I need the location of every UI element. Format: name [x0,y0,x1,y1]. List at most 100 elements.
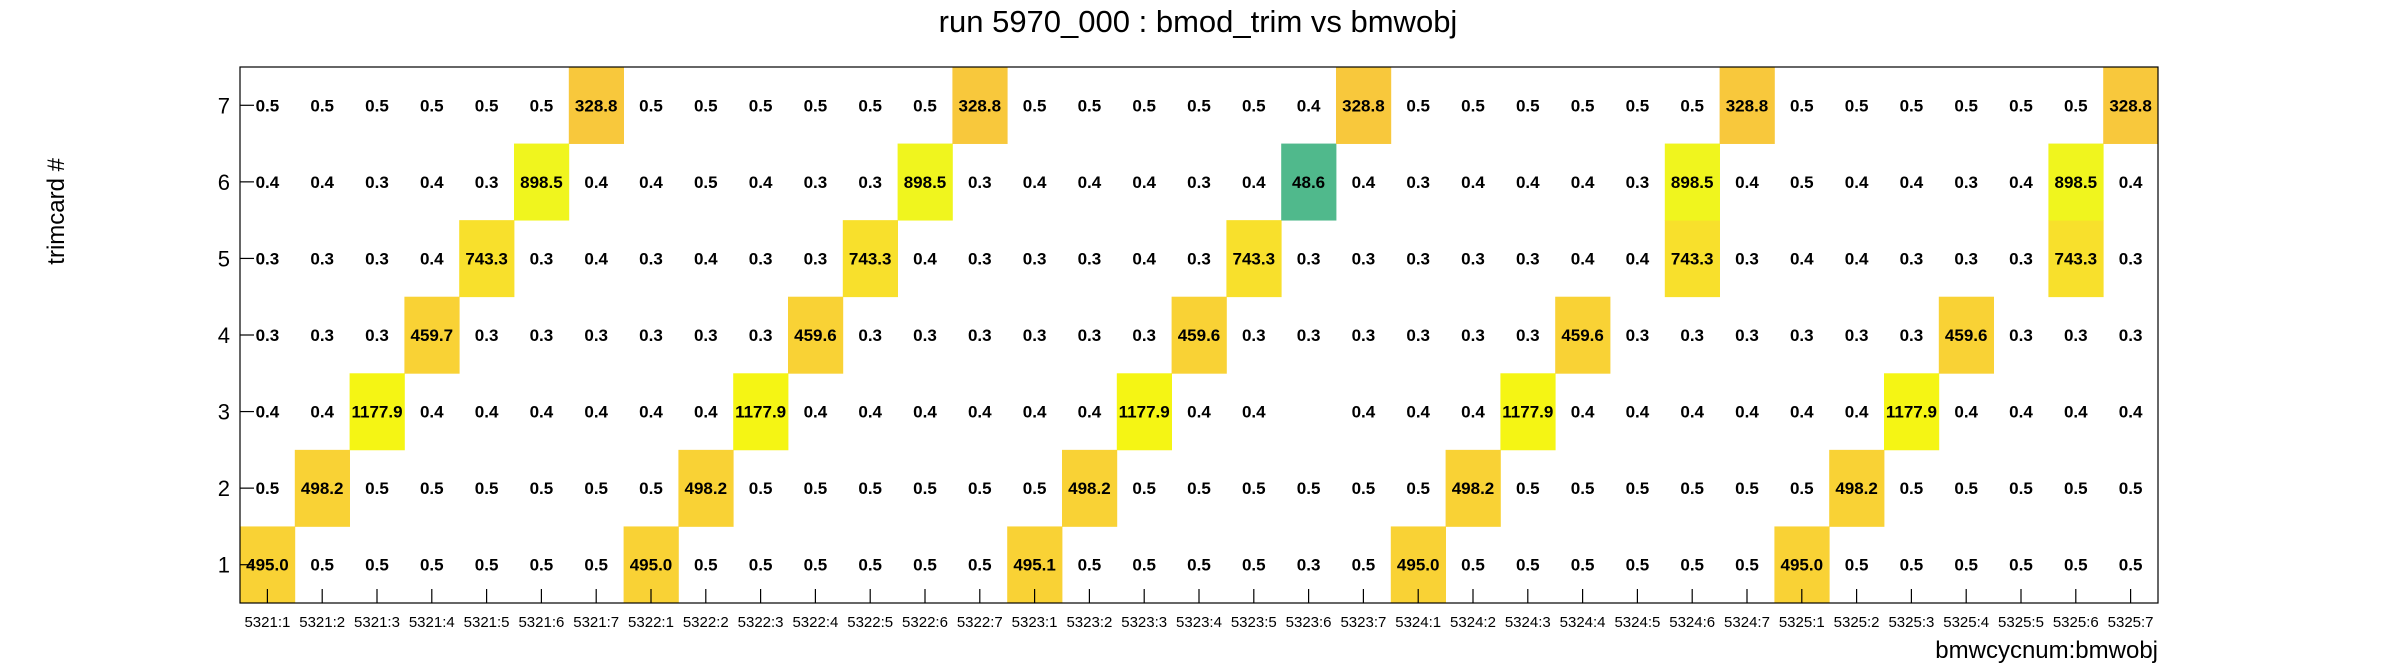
heatmap-cell [514,143,570,221]
cell-value-label: 0.5 [1461,556,1485,575]
cell-value-label: 0.3 [1078,249,1102,268]
cell-value-label: 0.5 [1297,479,1321,498]
cell-value-label: 0.4 [1845,249,1869,268]
x-axis-title: bmwcycnum:bmwobj [1935,637,2158,664]
cell-value-label: 0.5 [1571,96,1595,115]
cell-value-label: 0.3 [365,173,389,192]
cell-value-label: 743.3 [849,249,892,268]
cell-value-label: 0.5 [1516,556,1540,575]
cell-value-label: 0.5 [530,556,554,575]
cell-value-label: 328.8 [2109,96,2152,115]
cell-value-label: 0.3 [1406,249,1430,268]
x-tick-label: 5322:3 [738,614,784,631]
cell-value-label: 498.2 [1835,479,1878,498]
cell-value-label: 743.3 [465,249,508,268]
cell-value-label: 0.4 [310,403,334,422]
cell-value-label: 0.3 [1406,326,1430,345]
cell-value-label: 0.4 [584,403,608,422]
cell-value-label: 0.5 [1626,479,1650,498]
cell-value-label: 0.5 [1900,479,1924,498]
cell-value-label: 0.5 [530,96,554,115]
cell-value-label: 459.6 [1561,326,1604,345]
cell-value-label: 0.4 [256,403,280,422]
cell-value-label: 0.3 [1078,326,1102,345]
cell-value-label: 0.5 [2009,96,2033,115]
x-tick-label: 5323:2 [1066,614,1112,631]
cell-value-label: 0.5 [1790,96,1814,115]
cell-value-label: 0.5 [1187,556,1211,575]
cell-value-label: 0.4 [1735,173,1759,192]
cell-value-label: 0.5 [1461,96,1485,115]
cell-value-label: 0.4 [1461,173,1485,192]
cell-value-label: 0.3 [749,326,773,345]
cell-value-label: 0.4 [1132,173,1156,192]
cell-value-label: 495.1 [1013,556,1056,575]
cell-value-label: 0.5 [1078,96,1102,115]
x-tick-label: 5321:6 [518,614,564,631]
cell-value-label: 0.4 [1845,403,1869,422]
x-tick-label: 5323:6 [1286,614,1332,631]
y-tick-label: 7 [218,93,230,118]
cell-value-label: 459.6 [794,326,837,345]
cell-value-label: 0.5 [1735,556,1759,575]
cell-value-label: 0.5 [1680,479,1704,498]
cell-value-label: 0.3 [530,326,554,345]
x-tick-label: 5323:7 [1340,614,1386,631]
cell-value-label: 0.5 [365,479,389,498]
cell-value-label: 0.5 [694,556,718,575]
cell-value-label: 0.5 [420,479,444,498]
cell-value-label: 0.5 [1187,479,1211,498]
cell-value-label: 0.4 [1680,403,1704,422]
cell-value-label: 0.4 [1297,96,1321,115]
cell-value-label: 459.6 [1178,326,1221,345]
cell-value-label: 0.5 [1735,479,1759,498]
cell-value-label: 0.5 [1078,556,1102,575]
cell-value-label: 0.5 [1187,96,1211,115]
x-axis: 5321:1 5321:2 5321:3 5321:4 5321:5 5321:6 5321… [244,589,2154,631]
x-tick-label: 5324:7 [1724,614,1770,631]
x-tick-label: 5325:5 [1998,614,2044,631]
cell-value-label: 0.5 [256,96,280,115]
cell-value-label: 459.7 [411,326,454,345]
cell-value-label: 0.5 [749,96,773,115]
cell-value-label: 0.5 [1132,479,1156,498]
cell-value-label: 0.4 [804,403,828,422]
cell-value-label: 0.3 [1297,249,1321,268]
cell-value-label: 0.5 [913,479,937,498]
cell-value-label: 0.5 [1954,556,1978,575]
cell-value-label: 0.5 [1023,479,1047,498]
cell-value-label: 0.4 [1571,403,1595,422]
cell-value-label: 0.3 [256,249,280,268]
heatmap-cell [842,220,898,298]
cell-value-label: 0.3 [1680,326,1704,345]
x-tick-label: 5322:6 [902,614,948,631]
cell-value-label: 0.5 [256,479,280,498]
cell-value-label: 0.3 [1626,173,1650,192]
cell-value-label: 0.3 [804,173,828,192]
cell-value-label: 0.5 [804,479,828,498]
cell-value-label: 898.5 [520,173,563,192]
cell-value-label: 0.3 [365,249,389,268]
cell-value-label: 0.3 [2009,326,2033,345]
cell-value-label: 0.4 [584,249,608,268]
cell-value-label: 0.5 [310,96,334,115]
cell-value-label: 0.3 [2119,326,2143,345]
cell-value-label: 0.5 [913,556,937,575]
heatmap-cell [294,449,350,527]
cell-value-label: 0.4 [1023,403,1047,422]
cell-value-label: 0.5 [584,479,608,498]
cell-value-label: 0.3 [2119,249,2143,268]
heatmap-cell [1116,373,1172,451]
cell-value-label: 0.4 [2009,173,2033,192]
cell-value-label: 0.5 [858,96,882,115]
cell-value-label: 0.5 [420,96,444,115]
x-tick-label: 5324:2 [1450,614,1496,631]
cell-value-label: 0.4 [1352,173,1376,192]
heatmap-cell [1445,449,1501,527]
x-tick-label: 5324:1 [1395,614,1441,631]
cell-value-label: 0.5 [1242,556,1266,575]
cell-value-label: 0.5 [1954,479,1978,498]
x-tick-label: 5321:5 [464,614,510,631]
y-axis-title: trimcard # [43,157,70,264]
cell-value-label: 0.4 [584,173,608,192]
